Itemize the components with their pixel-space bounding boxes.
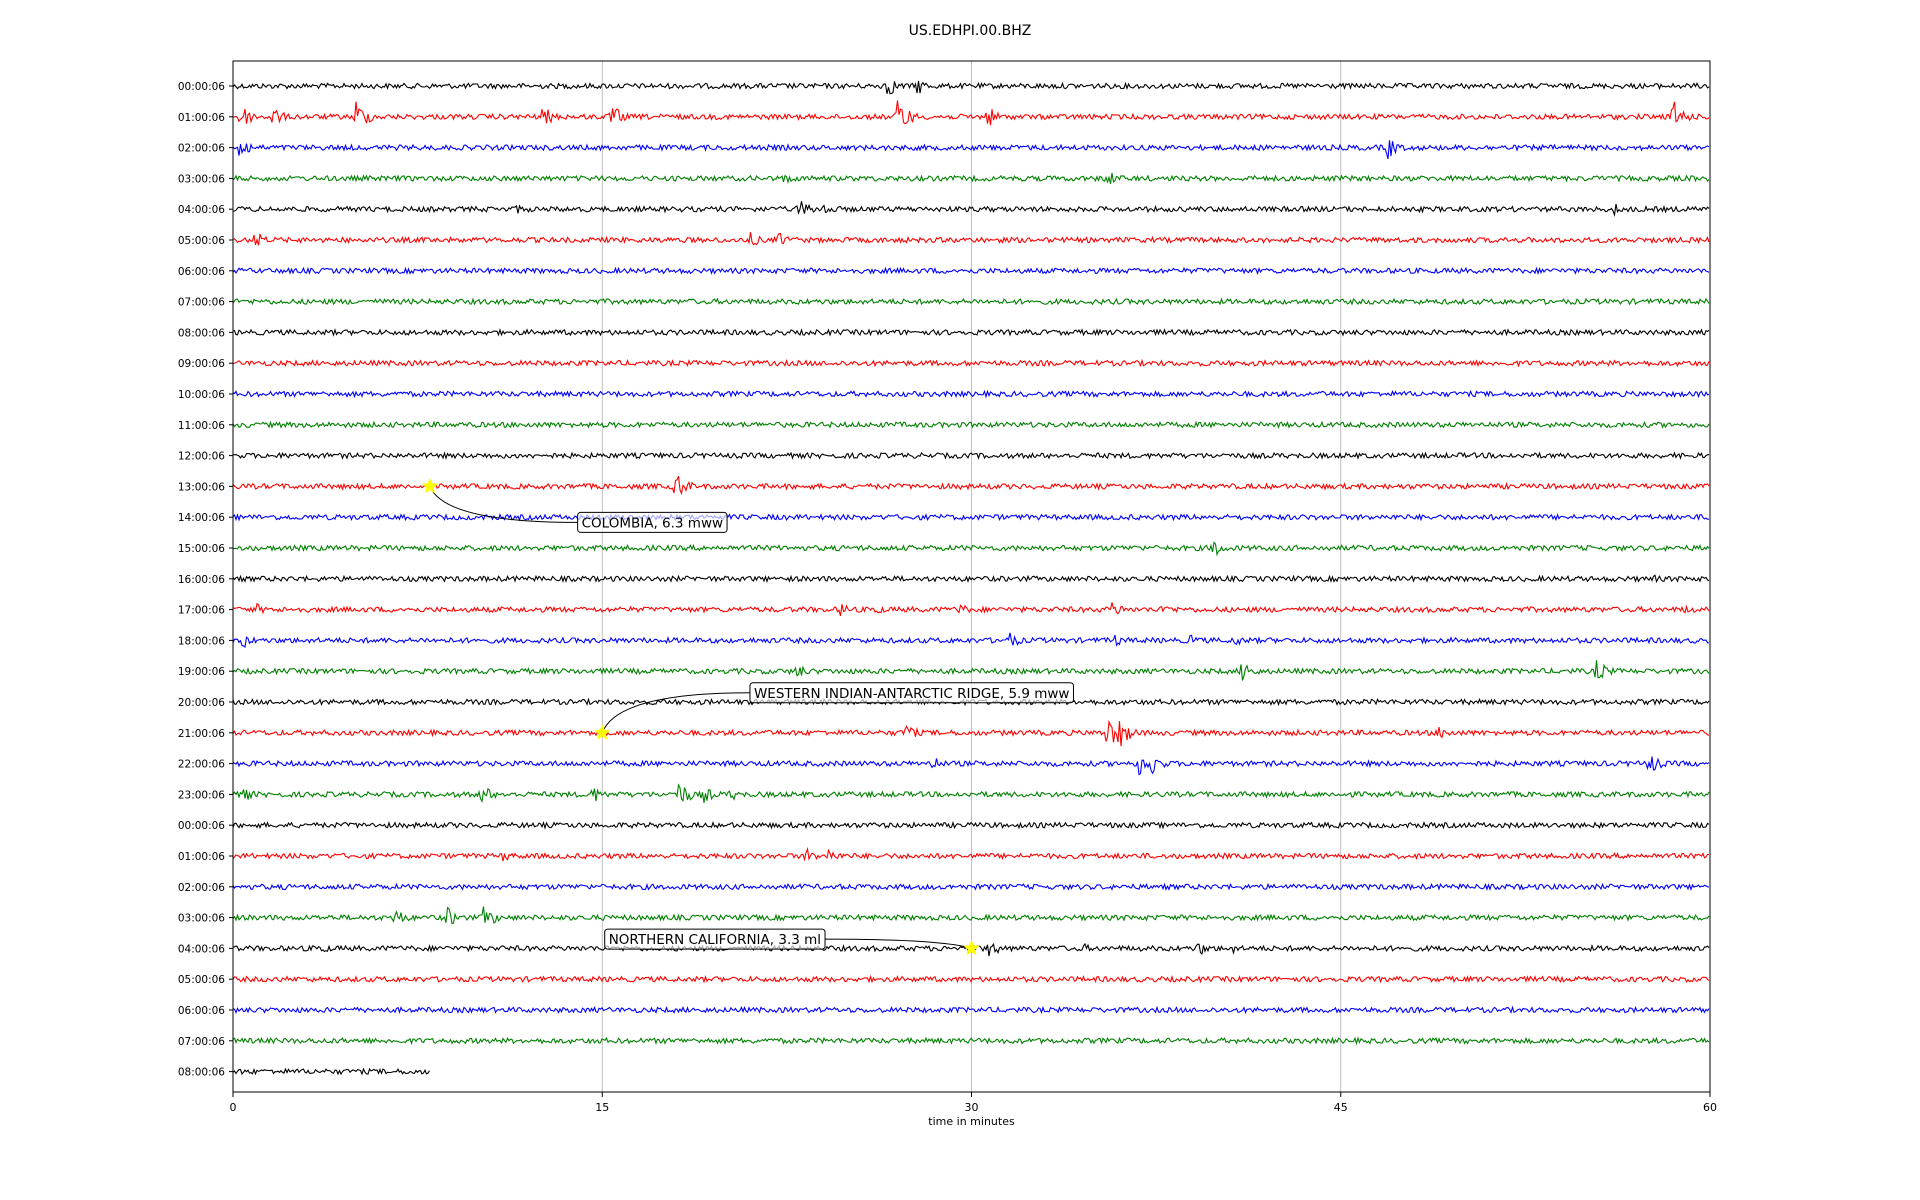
row-label: 21:00:06 <box>178 728 225 740</box>
trace-row <box>232 906 1710 925</box>
event-label: COLOMBIA, 6.3 mww <box>582 515 723 531</box>
trace-row <box>232 632 1710 648</box>
trace-row <box>232 719 1710 747</box>
trace-row <box>232 475 1710 496</box>
row-label: 13:00:06 <box>178 481 225 493</box>
row-label: 19:00:06 <box>178 666 225 678</box>
row-label: 16:00:06 <box>178 574 225 586</box>
trace-row <box>232 882 1710 892</box>
row-label: 11:00:06 <box>178 420 225 432</box>
row-label: 03:00:06 <box>178 913 225 925</box>
row-label: 23:00:06 <box>178 789 225 801</box>
trace-row <box>232 201 1710 217</box>
row-label: 08:00:06 <box>178 327 225 339</box>
event-label-box <box>604 928 826 950</box>
row-label: 15:00:06 <box>178 543 225 555</box>
row-label: 01:00:06 <box>178 851 225 863</box>
trace-row <box>232 820 1710 830</box>
row-label: 07:00:06 <box>178 1036 225 1048</box>
event-star-marker <box>963 939 980 956</box>
x-tick-label: 30 <box>965 1101 979 1114</box>
event-annotation: COLOMBIA, 6.3 mww <box>421 477 728 533</box>
trace-row <box>232 574 1710 584</box>
trace-row <box>232 420 1710 429</box>
x-tick-label: 45 <box>1334 1101 1348 1114</box>
plot-frame <box>232 60 1711 1093</box>
x-tick-label: 60 <box>1703 1101 1717 1114</box>
event-label: WESTERN INDIAN-ANTARCTIC RIDGE, 5.9 mww <box>754 686 1070 702</box>
row-label: 02:00:06 <box>178 143 225 155</box>
row-label: 01:00:06 <box>178 112 225 124</box>
row-label: 07:00:06 <box>178 297 225 309</box>
trace-row <box>232 297 1710 306</box>
x-tick-label: 15 <box>595 1101 609 1114</box>
row-label: 04:00:06 <box>178 204 225 216</box>
trace-row <box>232 232 1710 246</box>
row-label: 09:00:06 <box>178 358 225 370</box>
event-label-box <box>749 682 1074 704</box>
trace-row <box>232 1005 1710 1015</box>
row-label: 12:00:06 <box>178 451 225 463</box>
row-label: 05:00:06 <box>178 974 225 986</box>
event-connector <box>601 692 750 733</box>
trace-row <box>232 1067 430 1076</box>
trace-row <box>232 756 1710 776</box>
trace-row <box>232 974 1710 984</box>
event-annotation: WESTERN INDIAN-ANTARCTIC RIDGE, 5.9 mww <box>593 682 1074 740</box>
trace-row <box>232 451 1710 461</box>
row-label: 00:00:06 <box>178 820 225 832</box>
trace-row <box>232 80 1710 95</box>
x-axis-ticks: 0 15 30 45 60 <box>230 1092 1717 1114</box>
event-star-marker <box>593 724 611 740</box>
trace-row <box>232 602 1710 617</box>
row-label: 20:00:06 <box>178 697 225 709</box>
event-connector <box>429 486 578 523</box>
row-label: 02:00:06 <box>178 882 225 894</box>
event-connector <box>825 938 972 949</box>
trace-row <box>232 100 1710 126</box>
event-annotation: NORTHERN CALIFORNIA, 3.3 ml <box>604 928 980 956</box>
trace-row <box>232 783 1710 804</box>
row-label: 10:00:06 <box>178 389 225 401</box>
row-label: 14:00:06 <box>178 512 225 524</box>
seismic-traces <box>232 80 1710 1076</box>
row-label: 08:00:06 <box>178 1067 225 1079</box>
chart-title: US.EDHPI.00.BHZ <box>909 23 1032 39</box>
event-star-marker <box>421 477 439 494</box>
trace-row <box>232 1036 1710 1046</box>
event-annotations: COLOMBIA, 6.3 mww WESTERN INDIAN-ANTARCTI… <box>421 477 1074 956</box>
row-label: 22:00:06 <box>178 759 225 771</box>
row-labels: 00:00:06 01:00:06 02:00:06 03:00:06 04:00:06… <box>178 81 233 1079</box>
trace-row <box>232 266 1710 276</box>
trace-row <box>232 389 1710 399</box>
trace-row <box>232 172 1710 184</box>
row-label: 03:00:06 <box>178 173 225 185</box>
row-label: 17:00:06 <box>178 605 225 617</box>
event-label-box <box>577 511 728 533</box>
x-tick-label: 0 <box>230 1101 237 1114</box>
row-label: 06:00:06 <box>178 1005 225 1017</box>
row-label: 00:00:06 <box>178 81 225 93</box>
trace-row <box>232 358 1710 368</box>
trace-row <box>232 660 1710 681</box>
trace-row <box>232 140 1710 160</box>
row-label: 04:00:06 <box>178 943 225 955</box>
row-label: 18:00:06 <box>178 635 225 647</box>
trace-row <box>232 541 1710 557</box>
trace-row <box>232 513 1710 522</box>
trace-row <box>232 847 1710 862</box>
x-axis-label: time in minutes <box>928 1115 1015 1128</box>
row-label: 06:00:06 <box>178 266 225 278</box>
event-label: NORTHERN CALIFORNIA, 3.3 ml <box>609 932 821 948</box>
row-label: 05:00:06 <box>178 235 225 247</box>
trace-row <box>232 327 1710 337</box>
